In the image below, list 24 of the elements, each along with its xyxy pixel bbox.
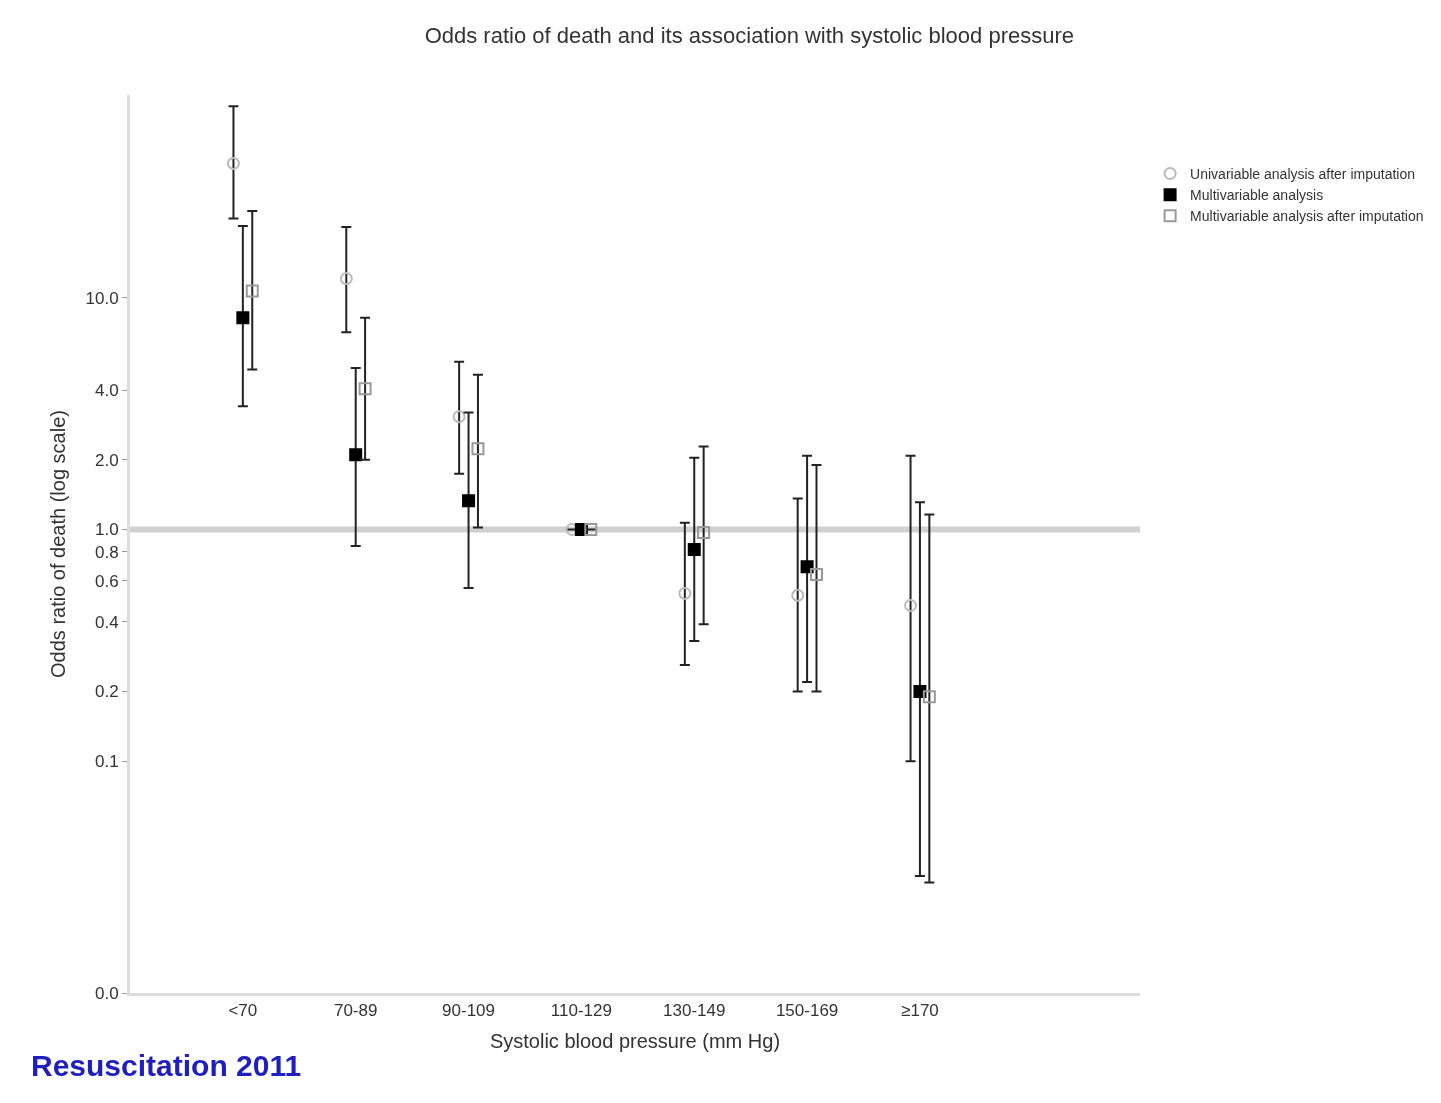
x-tick-label: <70 bbox=[228, 1001, 258, 1021]
x-axis-title: Systolic blood pressure (mm Hg) bbox=[489, 1029, 781, 1052]
y-tick-label: 0.8 bbox=[94, 542, 119, 562]
legend-label: Multivariable analysis after imputation bbox=[1190, 208, 1424, 225]
y-tick-label: 2.0 bbox=[94, 450, 119, 470]
chart-title: Odds ratio of death and its association with systolic blood pressure bbox=[424, 22, 1074, 48]
y-axis-title: Odds ratio of death (log scale) bbox=[47, 410, 70, 678]
x-tick-label: 130-149 bbox=[663, 1001, 726, 1021]
x-tick-label: 90-109 bbox=[442, 1001, 496, 1021]
text: Resuscitation 2011 bbox=[31, 1049, 302, 1082]
y-tick-label: 0.0 bbox=[94, 983, 119, 1003]
x-tick-label: 110-129 bbox=[550, 1001, 612, 1021]
y-tick-label: 0.6 bbox=[94, 571, 119, 591]
legend-label: Multivariable analysis bbox=[1190, 187, 1324, 204]
x-tick-label: ≥170 bbox=[901, 1001, 939, 1021]
y-tick-label: 0.4 bbox=[94, 612, 119, 632]
y-tick-label: 0.1 bbox=[94, 752, 119, 772]
y-tick-label: 4.0 bbox=[94, 380, 119, 400]
legend-label: Univariable analysis after imputation bbox=[1190, 165, 1415, 182]
y-tick-label: 10.0 bbox=[85, 288, 119, 308]
y-tick-label: 0.2 bbox=[94, 682, 119, 702]
x-tick-label: 150-169 bbox=[775, 1001, 839, 1021]
y-tick-label: 1.0 bbox=[94, 520, 119, 540]
x-tick-label: 70-89 bbox=[333, 1001, 378, 1021]
